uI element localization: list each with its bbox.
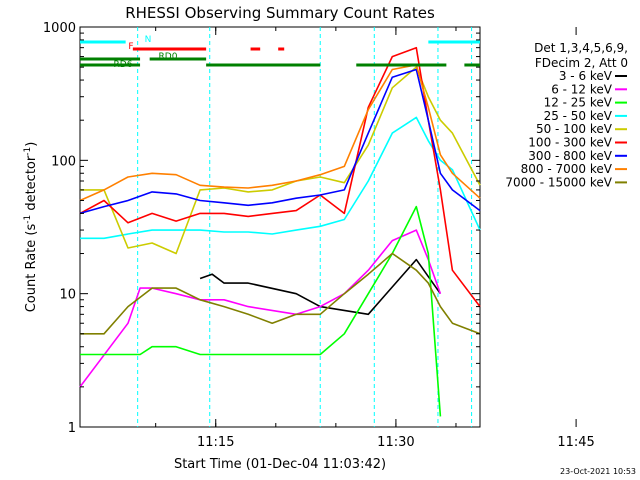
chart-title: RHESSI Observing Summary Count Rates bbox=[125, 4, 435, 22]
y-tick-label-3: 1000 bbox=[43, 21, 76, 36]
y-axis-label-part3: ) bbox=[24, 142, 39, 147]
y-tick-label-1: 10 bbox=[59, 288, 76, 303]
legend-header-1: Det 1,3,4,5,6,9, bbox=[534, 41, 628, 55]
series-800-7000-kev bbox=[79, 64, 481, 202]
legend-label-12-25-kev: 12 - 25 keV bbox=[544, 96, 613, 110]
x-tick-label-0: 11:15 bbox=[197, 435, 234, 450]
series-3-6-kev bbox=[199, 258, 442, 316]
series-line-800-7000-kev bbox=[79, 64, 481, 202]
legend-label-300-800-kev: 300 - 800 keV bbox=[528, 149, 612, 163]
x-tick-label-2: 11:45 bbox=[557, 435, 594, 450]
series-50-100-kev bbox=[80, 66, 481, 255]
series-line-300-800-kev bbox=[79, 68, 481, 215]
series-12-25-kev bbox=[80, 205, 442, 417]
legend-label-6-12-kev: 6 - 12 keV bbox=[551, 82, 613, 96]
series-line-3-6-kev bbox=[199, 258, 442, 316]
legend-label-7000-15000-kev: 7000 - 15000 keV bbox=[505, 175, 612, 189]
y-tick-label-0: 1 bbox=[68, 421, 76, 436]
y-axis-label: Count Rate (s-1 detector-1) bbox=[23, 142, 39, 313]
x-tick-label-1: 11:30 bbox=[377, 435, 414, 450]
y-axis-label-part1: Count Rate (s bbox=[24, 224, 39, 313]
legend-header-2: FDecim 2, Att 0 bbox=[535, 56, 628, 70]
legend-label-50-100-kev: 50 - 100 keV bbox=[536, 122, 613, 136]
series-25-50-kev bbox=[80, 116, 481, 240]
y-axis-label-part2: detector bbox=[24, 155, 39, 215]
generated-date-label: 23-Oct-2021 10:53 bbox=[560, 467, 636, 476]
series-line-7000-15000-kev bbox=[80, 252, 481, 335]
state-bar-label-rd0: RD0 bbox=[159, 52, 178, 62]
series-6-12-kev bbox=[79, 229, 442, 388]
y-axis-label-sup1: -1 bbox=[23, 215, 33, 224]
y-axis-label-sup2: -1 bbox=[23, 147, 33, 156]
legend-label-25-50-kev: 25 - 50 keV bbox=[544, 109, 613, 123]
series-line-25-50-kev bbox=[80, 116, 481, 240]
state-bars: N F RD0 RD6 bbox=[80, 35, 480, 70]
series-line-50-100-kev bbox=[80, 66, 481, 255]
legend-label-3-6-kev: 3 - 6 keV bbox=[559, 69, 613, 83]
y-tick-label-2: 100 bbox=[51, 154, 76, 169]
series-7000-15000-kev bbox=[80, 252, 481, 335]
legend-label-100-300-kev: 100 - 300 keV bbox=[528, 136, 612, 150]
legend-label-800-7000-kev: 800 - 7000 keV bbox=[521, 162, 613, 176]
plot-frame bbox=[79, 26, 481, 428]
legend: Det 1,3,4,5,6,9, FDecim 2, Att 0 3 - 6 k… bbox=[505, 41, 628, 189]
state-bar-label-rd6: RD6 bbox=[114, 60, 133, 70]
x-axis-label: Start Time (01-Dec-04 11:03:42) bbox=[174, 457, 386, 472]
series-group bbox=[79, 46, 481, 417]
series-300-800-kev bbox=[79, 68, 481, 215]
series-line-12-25-kev bbox=[80, 205, 442, 417]
series-line-6-12-kev bbox=[79, 229, 442, 388]
state-bar-label-n: N bbox=[145, 35, 152, 45]
state-bar-label-f: F bbox=[128, 42, 133, 52]
